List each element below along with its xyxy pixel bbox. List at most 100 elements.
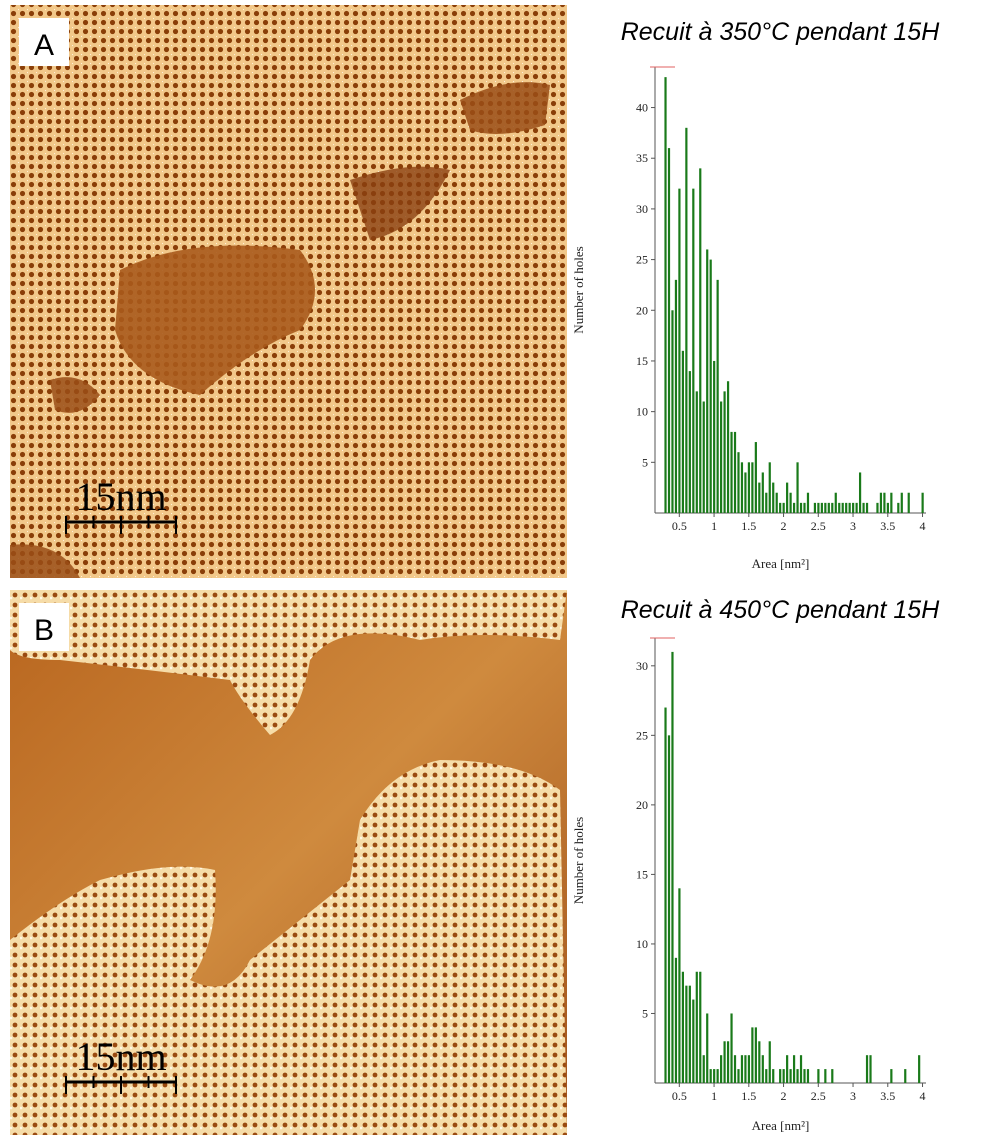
bar xyxy=(681,971,684,1083)
bar xyxy=(733,1055,737,1083)
bar xyxy=(806,492,810,513)
y-tick-label: 20 xyxy=(636,798,648,812)
y-tick-label: 5 xyxy=(642,1006,648,1020)
bar xyxy=(671,310,674,513)
bar xyxy=(792,502,796,513)
y-tick-label: 30 xyxy=(636,202,648,216)
y-tick-label: 15 xyxy=(636,354,648,368)
bar xyxy=(744,472,747,513)
bar xyxy=(813,502,817,513)
x-tick-label: 4 xyxy=(920,519,926,533)
bar xyxy=(688,371,691,513)
y-tick-label: 15 xyxy=(636,867,648,881)
bar xyxy=(792,1055,796,1083)
bar xyxy=(855,502,858,513)
bar xyxy=(782,1069,785,1083)
bar xyxy=(758,1041,761,1083)
bar xyxy=(806,1069,810,1083)
bar xyxy=(862,502,865,513)
bar xyxy=(726,1041,730,1083)
bar xyxy=(751,1027,754,1083)
bar xyxy=(918,1055,921,1083)
bar xyxy=(907,492,910,513)
y-axis-label: Number of holes xyxy=(571,246,586,333)
bar xyxy=(848,502,851,513)
x-tick-label: 1 xyxy=(711,519,717,533)
bar xyxy=(858,472,862,513)
bar xyxy=(702,401,705,513)
bar xyxy=(897,502,900,513)
bar xyxy=(824,502,827,513)
y-axis-label: Number of holes xyxy=(571,817,586,904)
y-tick-label: 40 xyxy=(636,101,648,115)
bar xyxy=(820,502,823,513)
panel-label-box xyxy=(19,18,69,66)
bar xyxy=(730,431,733,513)
bar xyxy=(852,502,855,513)
bar xyxy=(761,1055,764,1083)
bar xyxy=(754,1027,757,1083)
bar xyxy=(803,1069,806,1083)
bar xyxy=(772,1069,775,1083)
bar xyxy=(838,502,841,513)
bar xyxy=(747,462,751,513)
x-tick-label: 0.5 xyxy=(672,1089,687,1103)
bar xyxy=(904,1069,907,1083)
bar xyxy=(796,1069,799,1083)
bar xyxy=(723,1041,726,1083)
bar xyxy=(747,1055,751,1083)
bar xyxy=(737,1069,740,1083)
y-tick-label: 5 xyxy=(642,455,648,469)
bar xyxy=(879,492,883,513)
bar xyxy=(744,1055,747,1083)
bar xyxy=(824,1069,827,1083)
x-tick-label: 1.5 xyxy=(741,1089,756,1103)
x-tick-label: 3 xyxy=(850,1089,856,1103)
bar xyxy=(667,148,671,513)
bar xyxy=(664,77,667,514)
bar xyxy=(803,502,806,513)
bar xyxy=(886,502,889,513)
bar xyxy=(688,985,691,1083)
bar xyxy=(740,462,744,513)
bar xyxy=(754,442,757,513)
bar xyxy=(699,168,702,513)
panel-label-box xyxy=(19,603,69,651)
bar xyxy=(768,462,771,513)
bar xyxy=(720,1055,723,1083)
bar xyxy=(817,1069,820,1083)
bar xyxy=(685,985,688,1083)
bar xyxy=(779,1069,782,1083)
bar xyxy=(681,350,684,513)
bar xyxy=(671,651,674,1083)
bar xyxy=(789,1069,792,1083)
bar xyxy=(737,452,740,513)
x-tick-label: 2.5 xyxy=(811,1089,826,1103)
bar xyxy=(876,502,879,513)
bar xyxy=(709,259,712,513)
bar xyxy=(678,188,681,514)
bar xyxy=(730,1013,733,1083)
bar xyxy=(883,492,886,513)
x-axis-label: Area [nm²] xyxy=(752,1118,810,1133)
y-tick-label: 25 xyxy=(636,253,648,267)
bar xyxy=(678,888,681,1083)
bar xyxy=(702,1055,705,1083)
bar xyxy=(695,971,698,1083)
x-tick-label: 2.5 xyxy=(811,519,826,533)
bar xyxy=(900,492,903,513)
bar xyxy=(779,502,782,513)
bar xyxy=(751,462,754,513)
bar xyxy=(692,188,695,514)
x-tick-label: 0.5 xyxy=(672,519,687,533)
scale-bar-label: 15nm xyxy=(75,1034,166,1079)
bar xyxy=(799,1055,803,1083)
bar xyxy=(772,482,775,513)
y-tick-label: 10 xyxy=(636,405,648,419)
x-tick-label: 2 xyxy=(781,519,787,533)
bar xyxy=(733,431,737,513)
bar xyxy=(786,482,789,513)
x-tick-label: 1 xyxy=(711,1089,717,1103)
